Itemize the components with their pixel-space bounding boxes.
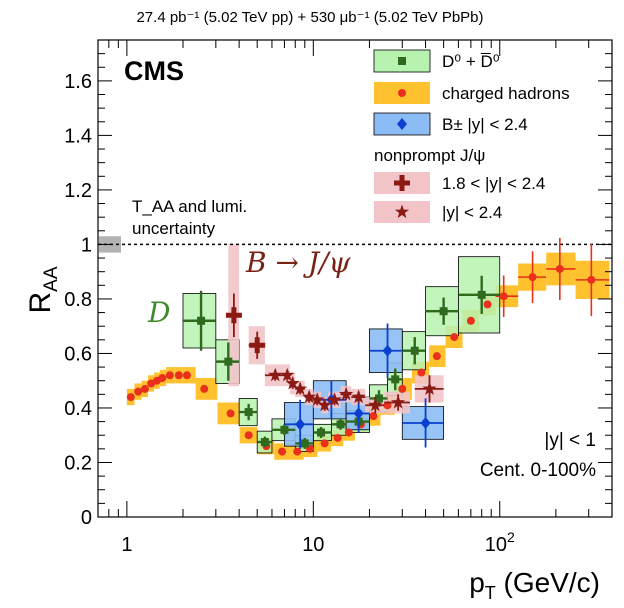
- data-markers: [126, 237, 610, 456]
- charged-hadron-point: [344, 428, 353, 437]
- square-point: [317, 428, 326, 437]
- charged-hadron-point: [528, 273, 537, 282]
- x-axis-title: pT (GeV/c): [469, 567, 600, 603]
- x-tick-label: 1: [121, 534, 132, 556]
- charged-hadron-point: [466, 316, 475, 325]
- y-tick-label: 0.8: [64, 289, 92, 311]
- y-tick-label: 1.6: [64, 71, 92, 93]
- legend-marker-jpsi_fwd: [394, 175, 410, 191]
- y-tick-label: 1.4: [64, 125, 92, 147]
- charged-hadron-point: [200, 384, 209, 393]
- rapidity-selection-label: |y| < 1: [544, 430, 596, 451]
- charged-hadron-point: [320, 439, 329, 448]
- charged-hadron-point: [182, 371, 191, 380]
- charged-hadron-point: [126, 393, 135, 402]
- experiment-label: CMS: [124, 56, 184, 86]
- star-point: [368, 397, 383, 412]
- square-point: [300, 439, 309, 448]
- legend-marker-ch: [398, 89, 406, 97]
- star-point: [317, 397, 332, 412]
- charged-hadron-point: [398, 384, 407, 393]
- charged-hadron-point: [293, 447, 302, 456]
- charged-hadron-point: [417, 368, 426, 377]
- square-point: [336, 420, 345, 429]
- y-tick-label: 0.4: [64, 398, 92, 420]
- square-point: [391, 375, 400, 384]
- plot-frame: [97, 39, 613, 518]
- charged-hadron-point: [174, 371, 183, 380]
- charged-hadron-point: [483, 300, 492, 309]
- charged-hadron-point: [226, 409, 235, 418]
- x-tick-label: 102: [485, 529, 515, 556]
- charged-hadron-point: [499, 292, 508, 301]
- square-point: [439, 307, 448, 316]
- star-point: [310, 392, 325, 406]
- square-point: [477, 290, 486, 299]
- cross-point: [249, 337, 266, 354]
- legend: D⁰ + D̅⁰ charged hadrons B± |y| < 2.4 nonpr…: [373, 49, 570, 223]
- square-point: [224, 357, 233, 366]
- charged-hadron-point: [432, 352, 441, 361]
- star-point: [391, 395, 406, 409]
- x-tick-label-exponent: 2: [507, 529, 515, 545]
- diamond-point: [382, 344, 393, 357]
- charged-hadron-point: [244, 431, 253, 440]
- legend-label-bpm: B± |y| < 2.4: [442, 115, 528, 134]
- legend-marker-jpsi_all: [394, 204, 410, 219]
- legend-marker-bpm: [397, 118, 407, 130]
- y-tick-label: 1: [81, 234, 92, 256]
- cross-point: [225, 307, 242, 324]
- charged-hadron-point: [450, 333, 459, 342]
- star-point: [327, 392, 342, 406]
- x-tick-label: 10: [302, 534, 324, 556]
- b-to-jpsi-annotation: B → J/ψ: [245, 246, 351, 279]
- star-point: [285, 375, 300, 390]
- norm-uncertainty-label-line1: T_AA and lumi.: [132, 197, 247, 216]
- legend-marker-d0: [398, 57, 406, 65]
- y-tick-label: 0.2: [64, 452, 92, 474]
- charged-hadron-point: [165, 371, 174, 380]
- legend-label-ch: charged hadrons: [442, 84, 570, 103]
- diamond-point: [353, 407, 364, 420]
- charged-hadron-point: [587, 275, 596, 284]
- diamond-point: [295, 418, 306, 431]
- charged-hadron-point: [158, 373, 167, 382]
- square-point: [374, 394, 383, 403]
- square-point: [410, 346, 419, 355]
- legend-label-d0: D⁰ + D̅⁰: [442, 52, 500, 71]
- star-point: [339, 386, 354, 401]
- axes: 0 0.2 0.4 0.6 0.8 1 1.2 1.4 1.6 1 10 102: [64, 39, 613, 556]
- y-axis-title: RAA: [24, 266, 62, 313]
- legend-label-jpsi_fwd: 1.8 < |y| < 2.4: [442, 174, 545, 193]
- square-point: [260, 438, 269, 447]
- square-point: [197, 316, 206, 325]
- star-point: [268, 367, 283, 382]
- d-meson-annotation: D: [147, 296, 170, 329]
- star-point: [351, 389, 366, 404]
- legend-label-jpsi_all: |y| < 2.4: [442, 203, 502, 222]
- centrality-label: Cent. 0-100%: [480, 460, 596, 481]
- star-point: [280, 367, 295, 382]
- norm-uncertainty-label-line2: uncertainty: [132, 219, 216, 238]
- y-tick-label: 0.6: [64, 343, 92, 365]
- charged-hadron-point: [333, 433, 342, 442]
- legend-header-nonprompt-jpsi: nonprompt J/ψ: [374, 146, 485, 165]
- square-point: [244, 408, 253, 417]
- charged-hadron-point: [140, 384, 149, 393]
- charged-hadron-point: [278, 447, 287, 456]
- star-point: [302, 389, 317, 404]
- diamond-point: [420, 416, 431, 429]
- charged-hadron-point: [555, 264, 564, 273]
- y-tick-label: 1.2: [64, 180, 92, 202]
- charged-hadron-point: [134, 387, 143, 396]
- y-tick-label: 0: [81, 507, 92, 529]
- star-point: [422, 381, 437, 395]
- square-point: [280, 425, 289, 434]
- charged-hadron-point: [369, 412, 378, 421]
- luminosity-header: 27.4 pb⁻¹ (5.02 TeV pp) + 530 μb⁻¹ (5.02…: [136, 9, 483, 26]
- star-point: [293, 381, 308, 395]
